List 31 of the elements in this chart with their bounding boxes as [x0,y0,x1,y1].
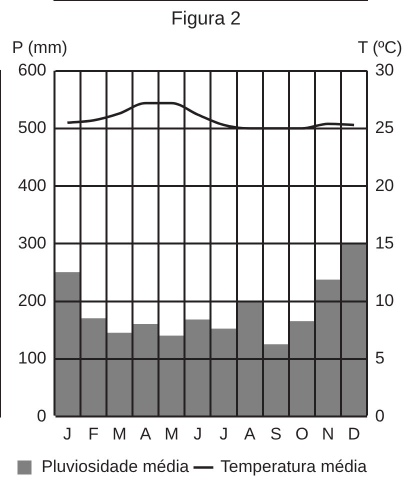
y2-tick-label: 25 [375,118,394,138]
y2-tick-label: 20 [375,176,394,195]
x-tick-label: O [295,424,309,444]
x-tick-label: F [88,424,99,444]
y-axis-title: P (mm) [12,38,68,57]
y-tick-label: 400 [18,176,46,195]
y2-tick-label: 5 [375,348,385,368]
legend-label: Pluviosidade média [42,457,190,476]
y-tick-label: 100 [18,348,46,368]
y-tick-label: 0 [36,406,46,426]
y2-tick-label: 15 [375,233,394,252]
x-tick-label: J [193,424,202,444]
y2-tick-label: 10 [375,291,394,310]
x-tick-label: D [348,424,360,444]
x-tick-label: M [164,424,179,444]
x-tick-label: J [63,424,72,444]
x-tick-label: A [244,424,256,444]
x-tick-label: A [140,424,152,444]
chart-title: Figura 2 [171,8,241,30]
x-tick-label: J [220,424,228,444]
y2-tick-label: 30 [375,60,394,80]
y-tick-label: 500 [18,118,46,138]
legend-label: Temperatura média [220,457,368,476]
y2-tick-label: 0 [375,406,385,426]
x-tick-label: M [112,424,127,444]
x-tick-label: N [322,424,334,444]
x-tick-label: S [270,424,282,444]
y-tick-label: 600 [18,60,46,80]
y2-axis-title: T (ºC) [358,38,402,57]
y-tick-label: 300 [18,233,46,252]
y-tick-label: 200 [18,291,46,310]
